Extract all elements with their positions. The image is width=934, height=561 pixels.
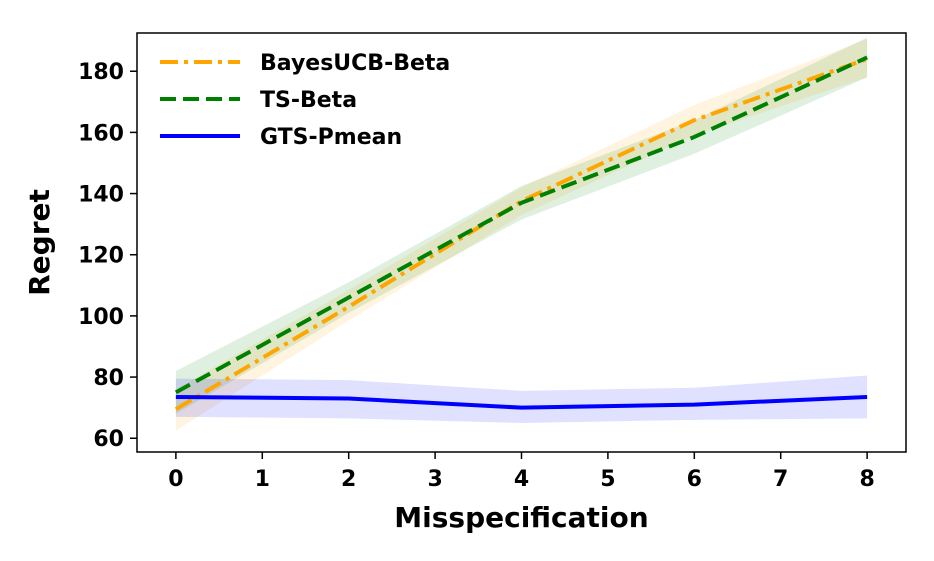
x-tick-label: 2	[341, 467, 356, 492]
x-tick-label: 1	[255, 467, 270, 492]
y-tick-label: 180	[78, 60, 124, 85]
x-tick-label: 4	[514, 467, 529, 492]
y-tick-label: 100	[78, 305, 124, 330]
x-tick-label: 0	[168, 467, 183, 492]
legend: BayesUCB-Beta TS-Beta GTS-Pmean	[160, 51, 450, 150]
y-tick-label: 140	[78, 183, 124, 208]
band-ts-beta	[175, 37, 868, 414]
y-axis: 60 80 100 120 140 160 180	[78, 60, 137, 452]
line-ts-beta	[174, 55, 868, 395]
confidence-bands	[175, 37, 868, 431]
line-bayesucb-beta	[174, 57, 868, 411]
y-tick-label: 60	[93, 427, 124, 452]
series-lines	[174, 55, 868, 411]
y-tick-label: 120	[78, 244, 124, 269]
band-gts-pmean	[175, 375, 868, 423]
x-tick-label: 6	[687, 467, 702, 492]
y-tick-label: 160	[78, 121, 124, 146]
legend-label-gts-pmean: GTS-Pmean	[260, 125, 402, 150]
legend-label-ts-beta: TS-Beta	[260, 88, 357, 113]
line-gts-pmean	[175, 394, 868, 410]
x-tick-label: 7	[773, 467, 788, 492]
x-axis-label: Misspecification	[394, 501, 648, 534]
y-tick-label: 80	[93, 366, 124, 391]
x-tick-label: 5	[600, 467, 615, 492]
legend-label-bayesucb-beta: BayesUCB-Beta	[260, 51, 450, 76]
band-bayesucb-beta	[175, 39, 868, 431]
x-axis: 0 1 2 3 4 5 6 7 8	[168, 452, 875, 492]
x-tick-label: 3	[427, 467, 442, 492]
y-axis-label: Regret	[23, 189, 56, 296]
x-tick-label: 8	[859, 467, 874, 492]
